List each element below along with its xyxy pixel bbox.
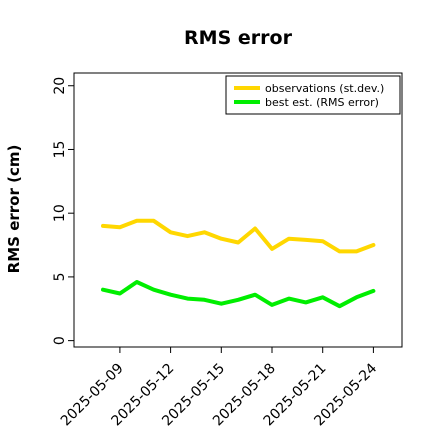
y-tick-label: 15 <box>52 141 68 159</box>
y-tick-label: 0 <box>52 336 68 345</box>
y-tick-label: 20 <box>52 77 68 95</box>
y-tick-label: 10 <box>52 204 68 222</box>
x-axis: 2025-05-092025-05-122025-05-152025-05-18… <box>58 347 380 429</box>
y-tick-label: 5 <box>52 272 68 281</box>
legend-box <box>225 75 401 115</box>
y-axis-label: RMS error (cm) <box>5 145 23 274</box>
legend-label-observations: observations (st.dev.) <box>265 82 384 95</box>
legend-label-best-estimate: best est. (RMS error) <box>265 96 379 109</box>
legend: observations (st.dev.) best est. (RMS er… <box>225 75 401 115</box>
series-layer <box>101 218 376 309</box>
y-axis: 0 5 10 15 20 <box>52 77 74 345</box>
chart-title: RMS error <box>184 27 293 49</box>
